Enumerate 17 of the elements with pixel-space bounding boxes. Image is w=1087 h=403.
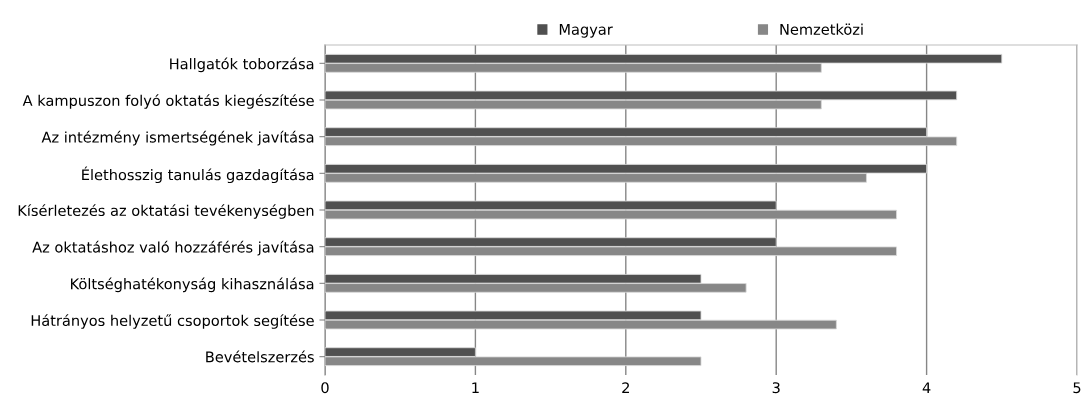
legend-label: Nemzetközi	[780, 23, 863, 35]
x-tick-label: 0	[321, 382, 329, 394]
x-tick-label: 1	[472, 382, 479, 394]
x-tick-label: 2	[622, 382, 629, 394]
y-tick-label: Az intézmény ismertségének javítása	[41, 130, 314, 146]
x-tick-label: 5	[1073, 382, 1081, 394]
legend-label: Magyar	[559, 24, 613, 38]
y-tick-label: Kísérletezés az oktatási tevékenységben	[18, 204, 314, 219]
y-tick-label: Hallgatók toborzása	[170, 57, 314, 73]
y-tick-label: Hátrányos helyzetű csoportok segítése	[31, 314, 314, 329]
y-tick-label: Költséghatékonyság kihasználása	[71, 277, 314, 293]
y-tick-label: Bevételszerzés	[206, 350, 314, 363]
y-tick-label: Élethosszig tanulás gazdagítása	[82, 166, 314, 184]
x-tick-label: 4	[922, 382, 931, 394]
y-tick-label: Az oktatáshoz való hozzáférés javítása	[32, 240, 314, 256]
x-tick-label: 3	[772, 382, 780, 394]
y-tick-label: A kampuszon folyó oktatás kiegészítése	[22, 94, 314, 109]
